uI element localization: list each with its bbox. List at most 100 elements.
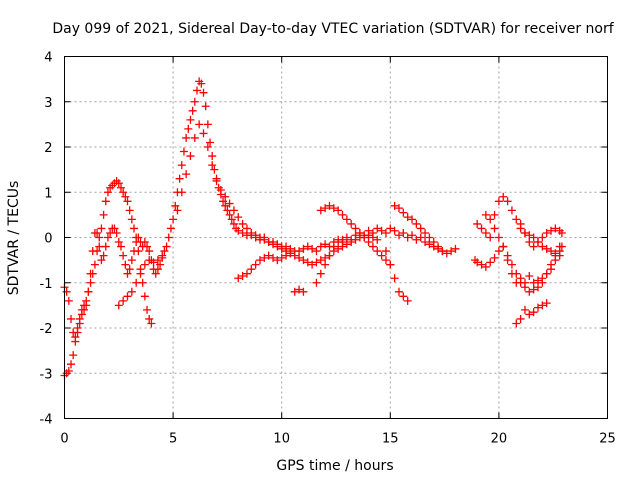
data-point [394, 231, 403, 240]
data-point [477, 224, 486, 233]
data-point [143, 305, 152, 314]
data-point [481, 262, 490, 271]
data-point [225, 210, 234, 219]
data-point [208, 152, 217, 161]
data-point [299, 287, 308, 296]
y-tick-label: 4 [44, 51, 52, 66]
data-point [499, 192, 508, 201]
data-point [416, 233, 425, 242]
data-point [551, 249, 560, 258]
data-point [308, 260, 317, 269]
x-tick-label: 15 [382, 432, 399, 447]
data-point [184, 124, 193, 133]
data-point [132, 278, 141, 287]
data-point [351, 235, 360, 244]
data-point [481, 228, 490, 237]
data-point [373, 247, 382, 256]
data-point [264, 251, 273, 260]
data-point [67, 314, 76, 323]
data-point [119, 251, 128, 260]
data-point [503, 251, 512, 260]
grid-lines [64, 56, 608, 419]
data-point [547, 260, 556, 269]
y-tick-label: 0 [44, 232, 52, 247]
data-point [503, 197, 512, 206]
data-point [538, 233, 547, 242]
data-point [299, 256, 308, 265]
data-point [277, 244, 286, 253]
data-point [121, 192, 130, 201]
data-point [97, 256, 106, 265]
data-point [321, 240, 330, 249]
data-point [206, 138, 215, 147]
data-point [190, 133, 199, 142]
data-point [538, 301, 547, 310]
tick-labels: 0 5 10 15 20 25 -4 -3 -2 -1 0 1 2 3 4 [40, 51, 616, 447]
data-point [507, 206, 516, 215]
data-point [325, 201, 334, 210]
data-point [529, 242, 538, 251]
data-point [360, 233, 369, 242]
y-tick-label: 1 [44, 186, 52, 201]
data-point [386, 260, 395, 269]
data-point [140, 260, 149, 269]
data-point [269, 240, 278, 249]
data-point [229, 219, 238, 228]
data-point [516, 224, 525, 233]
data-point [156, 260, 165, 269]
data-point [368, 233, 377, 242]
data-point [451, 244, 460, 253]
data-point [329, 242, 338, 251]
data-point [171, 201, 180, 210]
data-point [145, 247, 154, 256]
data-point [229, 206, 238, 215]
data-point [321, 204, 330, 213]
data-point [203, 120, 212, 129]
data-point [525, 310, 534, 319]
data-point [169, 215, 178, 224]
data-point [403, 296, 412, 305]
data-point [490, 253, 499, 262]
data-point [490, 210, 499, 219]
data-point [82, 296, 91, 305]
data-point [216, 185, 225, 194]
data-point [123, 197, 132, 206]
data-point [99, 251, 108, 260]
data-point [121, 260, 130, 269]
data-point [67, 360, 76, 369]
data-point [255, 233, 264, 242]
data-point [399, 208, 408, 217]
plot-frame [64, 56, 608, 419]
data-point [542, 244, 551, 253]
data-point [390, 274, 399, 283]
data-point [373, 224, 382, 233]
chart-title: Day 099 of 2021, Sidereal Day-to-day VTE… [52, 21, 614, 37]
data-point [403, 233, 412, 242]
data-point [555, 242, 564, 251]
data-point [103, 188, 112, 197]
data-point [533, 303, 542, 312]
data-point [234, 213, 243, 222]
data-point [247, 265, 256, 274]
data-point [264, 238, 273, 247]
data-point [394, 204, 403, 213]
data-point [486, 258, 495, 267]
data-point [112, 228, 121, 237]
data-point [151, 269, 160, 278]
data-point [69, 351, 78, 360]
data-point [260, 253, 269, 262]
data-point [177, 161, 186, 170]
data-point [308, 244, 317, 253]
data-point [364, 238, 373, 247]
data-point [507, 260, 516, 269]
data-point [408, 215, 417, 224]
data-point [408, 231, 417, 240]
data-point [221, 201, 230, 210]
data-point [101, 242, 110, 251]
x-tick-label: 20 [491, 432, 508, 447]
x-axis-title: GPS time / hours [276, 458, 393, 474]
data-point [525, 287, 534, 296]
data-point [93, 247, 102, 256]
data-point [525, 238, 534, 247]
data-point [251, 260, 260, 269]
